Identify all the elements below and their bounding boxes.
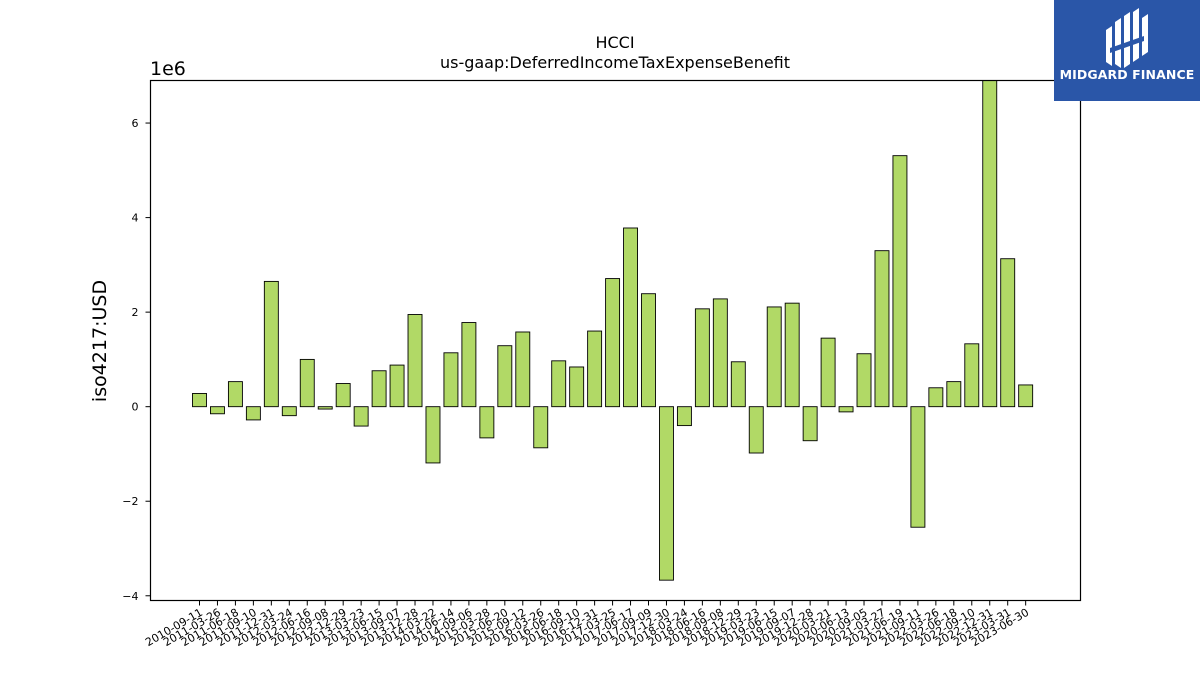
bar	[1018, 384, 1034, 408]
x-axis: 2010-09-112011-03-262011-06-182011-09-10…	[143, 600, 1031, 649]
bar	[676, 406, 692, 427]
bar	[1000, 258, 1016, 408]
y-axis: −4 −2 0 2 4 6	[122, 117, 151, 603]
bar	[605, 278, 621, 408]
bar	[892, 155, 908, 408]
bar	[533, 406, 549, 449]
bar	[551, 360, 567, 408]
bar	[964, 343, 980, 408]
bar	[515, 331, 531, 408]
bar	[389, 364, 405, 408]
y-tick-label: 6	[132, 117, 139, 130]
bar	[910, 406, 926, 528]
bar	[407, 314, 423, 408]
y-tick-label: 2	[132, 306, 139, 319]
logo-text: MIDGARD FINANCE	[1059, 67, 1195, 82]
y-tick-label: 0	[132, 401, 139, 414]
y-tick-label: 4	[132, 212, 139, 225]
bar	[712, 298, 728, 408]
y-axis-scale-label: 1e6	[150, 58, 186, 80]
bar	[425, 406, 441, 464]
bar	[820, 337, 836, 408]
bar	[748, 406, 764, 454]
logo: MIDGARD FINANCE	[1054, 0, 1200, 101]
bar-series	[192, 80, 1034, 581]
bar	[694, 308, 710, 408]
bar	[443, 352, 459, 408]
bar	[838, 406, 854, 413]
bar	[623, 227, 638, 408]
bar	[874, 250, 890, 408]
bar	[766, 306, 782, 408]
bar	[569, 366, 585, 408]
bar	[587, 330, 603, 408]
bar	[353, 406, 369, 427]
bar	[946, 381, 962, 408]
bar	[210, 406, 225, 415]
bar	[317, 406, 333, 410]
chart-subtitle: us-gaap:DeferredIncomeTaxExpenseBenefit	[440, 53, 790, 72]
bar	[299, 358, 315, 408]
plot-frame	[149, 79, 1082, 602]
bar	[281, 406, 297, 417]
chart-title: HCCI	[595, 33, 634, 52]
y-tick-label: −2	[122, 495, 138, 508]
bar	[461, 322, 477, 408]
bar	[371, 370, 387, 408]
bar	[479, 406, 495, 439]
bar	[497, 345, 513, 408]
bar	[263, 280, 279, 408]
bar	[928, 387, 944, 408]
bar	[659, 406, 674, 581]
y-axis-label: iso4217:USD	[89, 280, 111, 402]
bar	[641, 293, 656, 408]
bar	[335, 383, 351, 408]
bar	[192, 392, 207, 408]
bar	[802, 406, 818, 442]
bar	[245, 406, 261, 421]
bar	[982, 80, 998, 408]
bar	[730, 361, 746, 408]
y-tick-label: −4	[122, 590, 138, 603]
bar	[856, 353, 872, 408]
midgard-logo-icon	[1106, 8, 1148, 68]
bar	[784, 302, 800, 408]
bar	[227, 381, 243, 408]
